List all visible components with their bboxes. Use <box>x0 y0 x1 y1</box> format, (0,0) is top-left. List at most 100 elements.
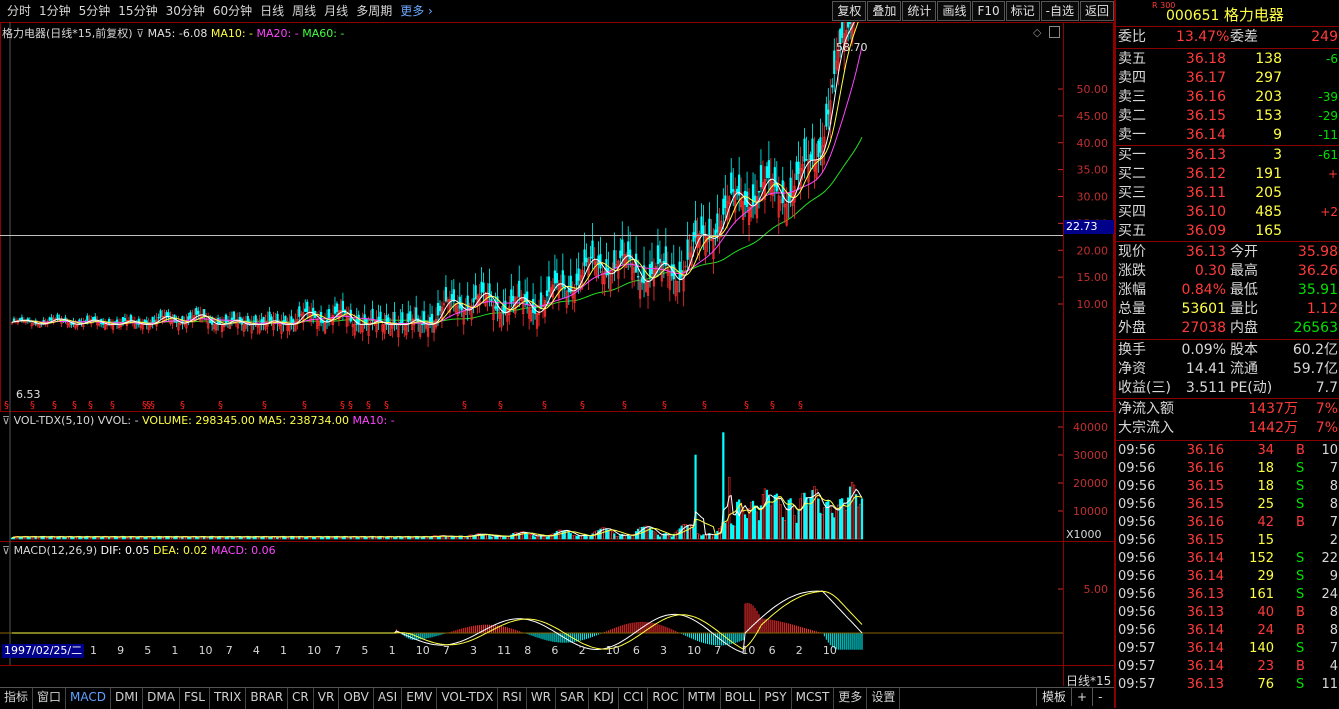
volume-bar <box>175 535 178 540</box>
indicator-tab[interactable]: EMV <box>402 688 438 709</box>
indicator-tab[interactable]: VR <box>314 688 340 709</box>
volume-bar <box>734 526 737 540</box>
candle-body <box>207 320 210 329</box>
indicator-tab[interactable]: CR <box>288 688 314 709</box>
volume-bar <box>383 537 386 540</box>
template-button[interactable]: + <box>1071 688 1092 706</box>
period-tab[interactable]: 月线 <box>324 4 349 18</box>
window-toggle-icon[interactable] <box>1049 26 1060 38</box>
toolbar-button[interactable]: 统计 <box>902 1 937 21</box>
period-tab[interactable]: 15分钟 <box>118 4 158 18</box>
indicator-tab[interactable]: BRAR <box>246 688 289 709</box>
indicator-tab[interactable]: 窗口 <box>33 688 67 709</box>
candle-body <box>450 294 453 301</box>
indicator-tab[interactable]: WR <box>527 688 557 709</box>
candle-body <box>296 318 299 322</box>
period-tab[interactable]: 多周期 <box>356 4 393 18</box>
toolbar-button[interactable]: 叠加 <box>867 1 902 21</box>
volume-bar <box>551 533 555 540</box>
candle-body <box>306 301 309 312</box>
candle-body <box>631 262 634 281</box>
toolbar-button[interactable]: -自选 <box>1040 1 1079 21</box>
volume-bar <box>749 502 753 540</box>
volume-bar <box>696 533 699 540</box>
volume-bar <box>393 537 396 540</box>
indicator-tab[interactable]: RSI <box>498 688 527 709</box>
vol-y-tick-label: 40000 <box>1073 421 1108 434</box>
indicator-tab[interactable]: SAR <box>556 688 590 709</box>
candle-body <box>74 324 77 329</box>
period-tab[interactable]: 日线 <box>260 4 285 18</box>
toolbar-button[interactable]: 返回 <box>1079 1 1114 21</box>
indicator-tab[interactable]: BOLL <box>721 688 761 709</box>
indicator-tab[interactable]: FSL <box>180 688 210 709</box>
candle-body <box>547 276 551 292</box>
candle-body <box>415 307 418 321</box>
period-tab[interactable]: 分时 <box>7 4 32 18</box>
candle-body <box>425 324 428 329</box>
chevron-down-icon[interactable]: ⊽ <box>2 414 11 427</box>
indicator-tab[interactable]: 设置 <box>867 688 901 709</box>
period-tab[interactable]: 周线 <box>292 4 317 18</box>
toolbar-button[interactable]: 标记 <box>1005 1 1040 21</box>
stat-value: 36.26 <box>1297 263 1338 279</box>
template-button[interactable]: - <box>1092 688 1107 706</box>
indicator-tab[interactable]: DMA <box>143 688 180 709</box>
toolbar-button[interactable]: 复权 <box>832 1 867 21</box>
stat-label: 最高 <box>1230 263 1258 279</box>
dividend-mark: § <box>110 400 115 411</box>
volume-bar <box>254 535 257 540</box>
indicator-tab[interactable]: MCST <box>792 688 835 709</box>
indicator-tab[interactable]: 指标 <box>0 688 34 709</box>
candle-body <box>795 161 798 180</box>
indicator-tab[interactable]: MACD <box>66 688 112 709</box>
volume-bar <box>656 534 660 540</box>
indicator-tab[interactable]: ASI <box>374 688 403 709</box>
period-tab[interactable]: 更多 › <box>400 4 433 18</box>
toolbar-button[interactable]: 画线 <box>937 1 972 21</box>
candle-body <box>442 303 446 306</box>
indicator-tab[interactable]: CCI <box>619 688 649 709</box>
volume-bar <box>613 533 616 540</box>
candle-body <box>50 317 53 320</box>
chevron-down-icon[interactable]: ⊽ <box>2 544 11 557</box>
indicator-tab[interactable]: VOL-TDX <box>437 688 499 709</box>
kline-chart-svg[interactable]: § § § § § § § § § § § § § § § § § § § § § § § § § § § 50.0045.0040… <box>0 0 1114 686</box>
ask-volume: 297 <box>1255 70 1282 86</box>
ask-price: 36.16 <box>1185 89 1226 105</box>
candle-body <box>393 312 396 325</box>
y-tick-label: 20.00 <box>1077 244 1109 257</box>
toolbar-button[interactable]: F10 <box>972 1 1005 21</box>
candle-body <box>839 29 842 44</box>
volume-bar <box>199 536 202 540</box>
x-tick-label: 5 <box>144 644 152 657</box>
template-button[interactable]: 模板 <box>1036 688 1071 706</box>
y-tick-label: 30.00 <box>1077 191 1109 204</box>
volume-bar <box>50 535 53 540</box>
indicator-tab[interactable]: DMI <box>111 688 144 709</box>
indicator-tab[interactable]: OBV <box>339 688 374 709</box>
indicator-tab[interactable]: ROC <box>648 688 684 709</box>
period-tab[interactable]: 1分钟 <box>39 4 71 18</box>
period-tab[interactable]: 30分钟 <box>165 4 205 18</box>
indicator-tab[interactable]: 更多 <box>834 688 868 709</box>
tick-time: 09:57 <box>1118 641 1156 656</box>
chart-area[interactable]: § § § § § § § § § § § § § § § § § § § § § § § § § § § 50.00 45.00 40… <box>0 0 1114 688</box>
indicator-tab[interactable]: PSY <box>760 688 792 709</box>
candle-body <box>688 252 691 258</box>
candle-body <box>833 50 836 75</box>
period-tab[interactable]: 5分钟 <box>78 4 111 18</box>
dividend-mark: § <box>30 400 35 411</box>
tick-count: 11 <box>1321 677 1338 692</box>
diamond-icon[interactable]: ◇ <box>1033 26 1042 39</box>
candle-body <box>613 250 616 269</box>
volume-bar <box>694 454 697 540</box>
chevron-down-icon[interactable]: ⊽ <box>136 27 145 40</box>
period-tab[interactable]: 60分钟 <box>212 4 253 18</box>
x-tick-label: 6 <box>551 644 559 657</box>
indicator-tab[interactable]: MTM <box>684 688 721 709</box>
bid-row: 买三 36.11 205 <box>1118 184 1339 203</box>
indicator-tab[interactable]: TRIX <box>210 688 247 709</box>
indicator-tab[interactable]: KDJ <box>589 688 620 709</box>
volume-bar <box>730 523 733 540</box>
